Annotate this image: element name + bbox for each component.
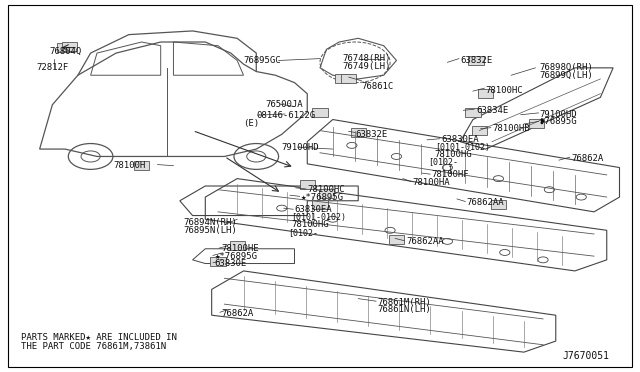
Text: 76749(LH): 76749(LH): [342, 61, 390, 71]
Text: 79100HD: 79100HD: [282, 143, 319, 152]
Text: ★*76895G: ★*76895G: [301, 193, 344, 202]
FancyBboxPatch shape: [319, 189, 334, 198]
Text: 76895N(LH): 76895N(LH): [183, 226, 237, 235]
Text: [0101-0102): [0101-0102): [435, 143, 490, 152]
Text: 76861M(RH): 76861M(RH): [378, 298, 431, 307]
Text: 78100HE: 78100HE: [221, 244, 259, 253]
Text: 78100HG: 78100HG: [291, 220, 329, 229]
Text: PARTS MARKED★ ARE INCLUDED IN: PARTS MARKED★ ARE INCLUDED IN: [20, 333, 177, 342]
Text: (E): (E): [244, 119, 260, 128]
Text: THE PART CODE 76861M,73861N: THE PART CODE 76861M,73861N: [20, 342, 166, 351]
Text: 78100H: 78100H: [113, 161, 145, 170]
Text: [0102-: [0102-: [288, 228, 318, 237]
FancyBboxPatch shape: [478, 89, 493, 98]
Text: 76898Q(RH): 76898Q(RH): [540, 63, 593, 72]
Text: 63830EA: 63830EA: [441, 135, 479, 144]
Text: [0101-0102): [0101-0102): [291, 213, 346, 222]
Text: 76894N(RH): 76894N(RH): [183, 218, 237, 227]
Text: 08146-6122G: 08146-6122G: [256, 111, 316, 121]
Text: 76862AA: 76862AA: [467, 198, 504, 207]
Text: 76748(RH): 76748(RH): [342, 54, 390, 63]
Text: ★*76895G: ★*76895G: [215, 251, 258, 261]
FancyBboxPatch shape: [58, 43, 73, 52]
Text: 63830E: 63830E: [215, 259, 247, 268]
Text: 78100HA: 78100HA: [412, 178, 450, 187]
Text: 76804Q: 76804Q: [49, 47, 81, 56]
FancyBboxPatch shape: [468, 56, 484, 65]
Text: 72812F: 72812F: [36, 63, 68, 72]
Text: 76500JA: 76500JA: [266, 100, 303, 109]
FancyBboxPatch shape: [211, 257, 226, 266]
FancyBboxPatch shape: [300, 180, 315, 189]
FancyBboxPatch shape: [312, 200, 328, 209]
Text: J7670051: J7670051: [563, 351, 610, 361]
Text: 63832E: 63832E: [355, 130, 387, 139]
Text: 76862A: 76862A: [221, 309, 253, 318]
FancyBboxPatch shape: [472, 126, 487, 135]
Text: 63830EA: 63830EA: [294, 205, 332, 215]
FancyBboxPatch shape: [529, 119, 544, 128]
FancyBboxPatch shape: [389, 235, 404, 244]
FancyBboxPatch shape: [491, 200, 506, 209]
Text: ❥76895G: ❥76895G: [540, 117, 577, 126]
Text: 78100HF: 78100HF: [431, 170, 469, 179]
FancyBboxPatch shape: [312, 108, 328, 116]
FancyBboxPatch shape: [335, 74, 350, 83]
FancyBboxPatch shape: [351, 128, 366, 137]
FancyBboxPatch shape: [230, 241, 245, 250]
Text: 63834E: 63834E: [476, 106, 508, 115]
Text: 79100HD: 79100HD: [540, 109, 577, 119]
Text: 76861N(LH): 76861N(LH): [378, 305, 431, 314]
Text: 78100HC: 78100HC: [307, 185, 345, 194]
Text: 76895GC: 76895GC: [244, 56, 281, 65]
Text: 78100HB: 78100HB: [492, 124, 530, 133]
Text: 76862A: 76862A: [572, 154, 604, 163]
Text: 78100HC: 78100HC: [486, 86, 524, 94]
Text: 76861C: 76861C: [362, 82, 394, 91]
Text: ]: ]: [447, 165, 452, 174]
Text: 78100HG: 78100HG: [435, 150, 472, 159]
FancyBboxPatch shape: [134, 161, 149, 170]
Text: [0102-: [0102-: [428, 157, 458, 167]
Text: 76899Q(LH): 76899Q(LH): [540, 71, 593, 80]
Text: 76862AA: 76862AA: [406, 237, 444, 246]
FancyBboxPatch shape: [465, 108, 481, 116]
Text: 63832E: 63832E: [460, 56, 492, 65]
FancyBboxPatch shape: [62, 42, 77, 51]
FancyBboxPatch shape: [341, 74, 356, 83]
